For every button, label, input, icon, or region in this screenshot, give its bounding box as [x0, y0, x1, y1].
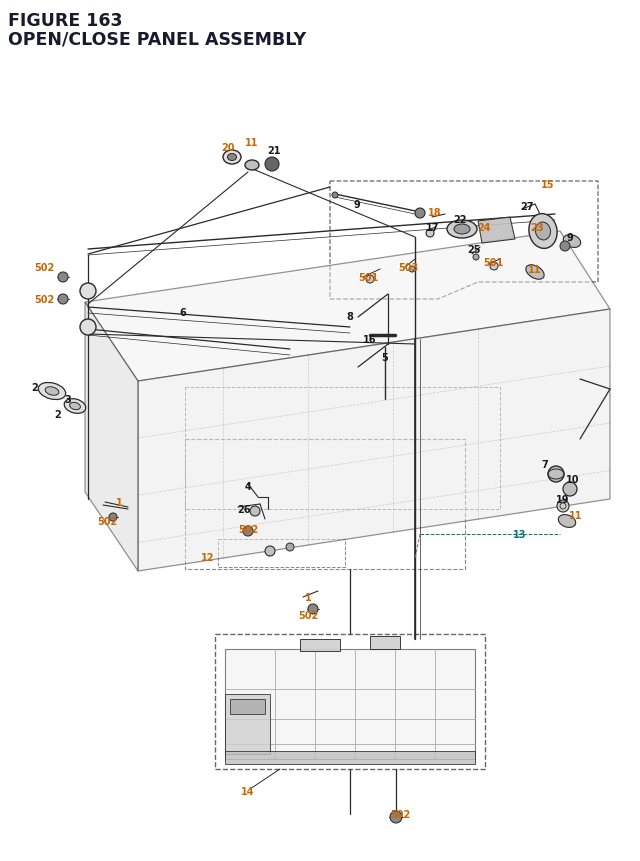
- Text: 22: 22: [453, 214, 467, 225]
- Text: 20: 20: [221, 143, 235, 152]
- Text: 1: 1: [116, 498, 122, 507]
- Text: 19: 19: [556, 494, 570, 505]
- Circle shape: [243, 526, 253, 536]
- Circle shape: [473, 255, 479, 261]
- Polygon shape: [230, 699, 265, 714]
- Circle shape: [548, 467, 564, 482]
- Polygon shape: [225, 649, 475, 759]
- Text: 12: 12: [201, 553, 215, 562]
- Circle shape: [390, 811, 402, 823]
- Text: 24: 24: [477, 223, 491, 232]
- Circle shape: [557, 500, 569, 512]
- Polygon shape: [225, 751, 475, 764]
- Text: 2: 2: [54, 410, 61, 419]
- Ellipse shape: [529, 214, 557, 249]
- Text: 9: 9: [354, 200, 360, 210]
- Text: 11: 11: [528, 264, 541, 275]
- Polygon shape: [85, 303, 138, 572]
- Text: OPEN/CLOSE PANEL ASSEMBLY: OPEN/CLOSE PANEL ASSEMBLY: [8, 30, 306, 48]
- Ellipse shape: [223, 151, 241, 164]
- Text: 15: 15: [541, 180, 555, 189]
- Text: 18: 18: [428, 208, 442, 218]
- Ellipse shape: [227, 154, 237, 161]
- Polygon shape: [300, 639, 340, 651]
- Text: 502: 502: [238, 524, 258, 535]
- Text: 6: 6: [180, 307, 186, 318]
- Circle shape: [58, 273, 68, 282]
- Polygon shape: [478, 218, 515, 244]
- Circle shape: [58, 294, 68, 305]
- Circle shape: [109, 513, 117, 522]
- Circle shape: [80, 283, 96, 300]
- Ellipse shape: [245, 161, 259, 170]
- Ellipse shape: [447, 220, 477, 238]
- Text: 501: 501: [483, 257, 503, 268]
- Text: 11: 11: [569, 511, 583, 520]
- Text: 502: 502: [298, 610, 318, 620]
- Text: 501: 501: [358, 273, 378, 282]
- Circle shape: [80, 319, 96, 336]
- Text: 7: 7: [541, 460, 548, 469]
- Text: 502: 502: [34, 263, 54, 273]
- Text: 5: 5: [381, 353, 388, 362]
- Polygon shape: [85, 232, 610, 381]
- Text: 11: 11: [245, 138, 259, 148]
- Ellipse shape: [563, 235, 580, 248]
- Text: 1: 1: [305, 592, 312, 603]
- Text: 23: 23: [531, 223, 544, 232]
- Text: 25: 25: [467, 245, 481, 255]
- Circle shape: [265, 158, 279, 172]
- Circle shape: [426, 230, 434, 238]
- Polygon shape: [370, 636, 400, 649]
- Text: 27: 27: [520, 201, 534, 212]
- Text: 21: 21: [268, 146, 281, 156]
- Text: 502: 502: [34, 294, 54, 305]
- Text: 8: 8: [347, 312, 353, 322]
- Text: 14: 14: [241, 786, 255, 796]
- Ellipse shape: [38, 383, 66, 400]
- Text: 17: 17: [426, 223, 440, 232]
- Text: 13: 13: [513, 530, 527, 539]
- Circle shape: [560, 242, 570, 251]
- Ellipse shape: [558, 515, 576, 528]
- Circle shape: [366, 276, 374, 283]
- Circle shape: [409, 267, 415, 273]
- Circle shape: [286, 543, 294, 551]
- Polygon shape: [138, 310, 610, 572]
- Text: FIGURE 163: FIGURE 163: [8, 12, 122, 30]
- Text: 3: 3: [65, 394, 72, 405]
- Ellipse shape: [70, 403, 81, 410]
- Circle shape: [332, 193, 338, 199]
- Ellipse shape: [454, 225, 470, 235]
- Circle shape: [415, 208, 425, 219]
- Text: 503: 503: [398, 263, 418, 273]
- Text: 9: 9: [566, 232, 573, 243]
- Text: 16: 16: [364, 335, 377, 344]
- Ellipse shape: [526, 265, 544, 280]
- Circle shape: [490, 263, 498, 270]
- Text: 2: 2: [31, 382, 38, 393]
- Text: 4: 4: [244, 481, 252, 492]
- Polygon shape: [225, 694, 270, 754]
- Text: 26: 26: [237, 505, 251, 514]
- Text: 10: 10: [566, 474, 580, 485]
- Circle shape: [265, 547, 275, 556]
- Ellipse shape: [45, 387, 59, 396]
- Circle shape: [308, 604, 318, 614]
- Text: 502: 502: [97, 517, 117, 526]
- Circle shape: [563, 482, 577, 497]
- Circle shape: [250, 506, 260, 517]
- Ellipse shape: [536, 223, 550, 241]
- Text: 502: 502: [390, 809, 410, 819]
- Ellipse shape: [64, 400, 86, 414]
